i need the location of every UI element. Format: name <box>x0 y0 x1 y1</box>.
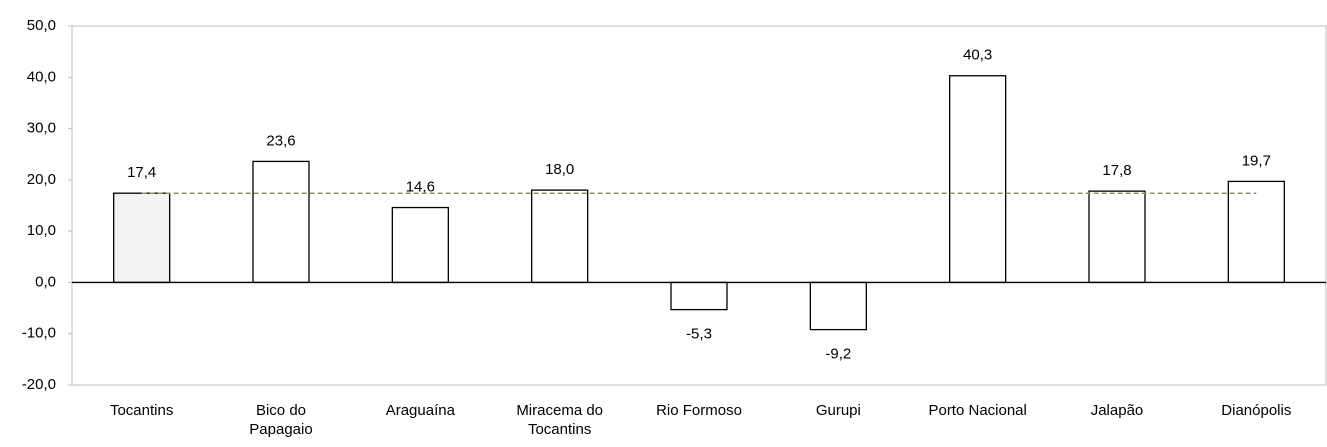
y-tick-label: 0,0 <box>35 273 56 290</box>
value-label: -9,2 <box>825 346 851 363</box>
value-label: 14,6 <box>406 179 435 196</box>
y-tick-label: -20,0 <box>22 376 56 393</box>
y-tick-label: 40,0 <box>27 68 56 85</box>
value-label: -5,3 <box>686 326 712 343</box>
x-tick-label: Porto Nacional <box>928 402 1026 419</box>
bar <box>809 281 867 331</box>
bar <box>252 160 310 284</box>
y-tick-label: 20,0 <box>27 171 56 188</box>
x-tick-label: Bico do Papagaio <box>249 402 312 438</box>
x-tick-label: Gurupi <box>816 402 861 419</box>
x-tick-label: Jalapão <box>1091 402 1144 419</box>
plot-border <box>71 25 1327 386</box>
y-tick-label: 30,0 <box>27 120 56 137</box>
x-tick-label: Rio Formoso <box>656 402 742 419</box>
value-label: 19,7 <box>1242 152 1271 169</box>
value-label: 17,4 <box>127 164 156 181</box>
value-label: 18,0 <box>545 161 574 178</box>
x-tick-label: Tocantins <box>110 402 173 419</box>
x-tick-label: Araguaína <box>386 402 456 419</box>
value-label: 40,3 <box>963 47 992 64</box>
value-label: 23,6 <box>266 132 295 149</box>
y-tick-label: -10,0 <box>22 325 56 342</box>
x-tick-label: Dianópolis <box>1221 402 1291 419</box>
value-label: 17,8 <box>1102 162 1131 179</box>
bar <box>113 192 171 284</box>
bar <box>531 189 589 284</box>
bar <box>670 281 728 311</box>
bar <box>1227 180 1285 284</box>
bar <box>1088 190 1146 284</box>
bar <box>391 206 449 284</box>
y-tick-label: 50,0 <box>27 17 56 34</box>
y-tick-label: 10,0 <box>27 222 56 239</box>
x-tick-label: Miracema do Tocantins <box>516 402 603 438</box>
bar <box>949 75 1007 284</box>
